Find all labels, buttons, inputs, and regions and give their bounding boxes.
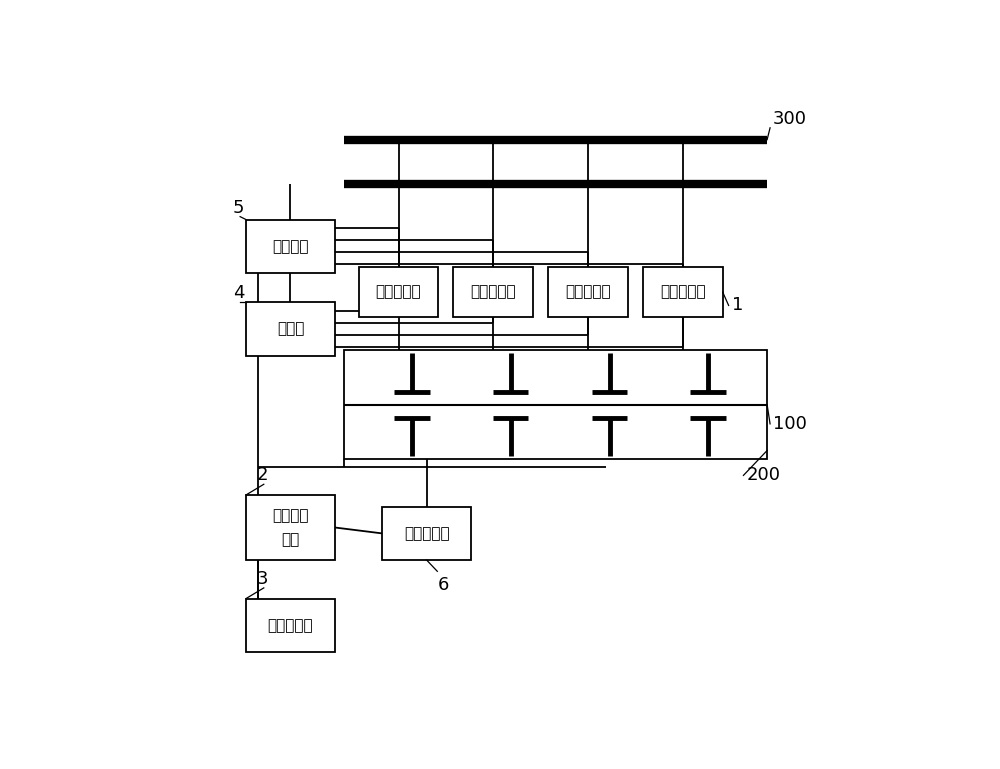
- Text: 充放电电路: 充放电电路: [376, 285, 421, 300]
- Text: 1: 1: [732, 296, 743, 315]
- Bar: [246, 220, 335, 273]
- Bar: [643, 267, 723, 318]
- Text: 充放电电路: 充放电电路: [470, 285, 516, 300]
- Text: 6: 6: [437, 576, 449, 594]
- Text: 电压检测: 电压检测: [272, 508, 309, 523]
- Text: 均流电路: 均流电路: [272, 238, 309, 254]
- Text: 电压比较器: 电压比较器: [268, 618, 313, 633]
- Text: 延时控制器: 延时控制器: [404, 526, 449, 541]
- Bar: [548, 267, 628, 318]
- Bar: [344, 350, 767, 459]
- Bar: [382, 507, 471, 560]
- Text: 3: 3: [257, 570, 268, 588]
- Bar: [246, 598, 335, 652]
- Text: 2: 2: [257, 466, 268, 484]
- Text: 充放电电路: 充放电电路: [660, 285, 706, 300]
- Text: 200: 200: [746, 466, 780, 484]
- Text: 100: 100: [773, 414, 807, 433]
- Text: 300: 300: [773, 110, 807, 128]
- Bar: [246, 495, 335, 560]
- Text: 5: 5: [233, 198, 245, 217]
- Bar: [246, 302, 335, 356]
- Bar: [359, 267, 438, 318]
- Text: 控制器: 控制器: [277, 321, 304, 337]
- Text: 充放电电路: 充放电电路: [565, 285, 611, 300]
- Bar: [453, 267, 533, 318]
- Text: 4: 4: [233, 285, 245, 302]
- Text: 电路: 电路: [281, 531, 300, 547]
